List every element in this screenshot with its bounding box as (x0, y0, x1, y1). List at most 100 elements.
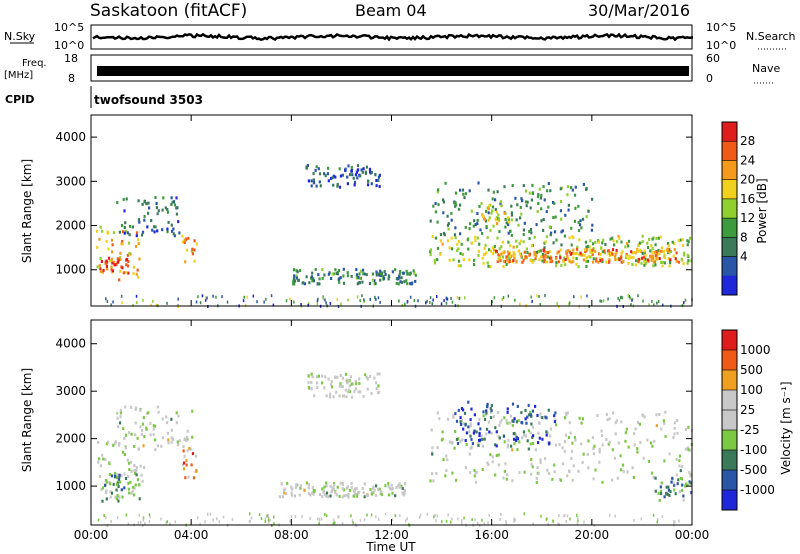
velocity-cell (118, 495, 121, 499)
velocity-cell (547, 408, 550, 412)
power-cell (505, 221, 508, 225)
power-ground-cell (630, 303, 632, 307)
power-cell (310, 184, 313, 188)
velocity-cell (341, 487, 344, 491)
velocity-cell (571, 478, 574, 482)
velocity-cell (327, 495, 330, 499)
velocity-cell (636, 450, 639, 454)
velocity-cell (664, 435, 667, 438)
velocity-cell (527, 413, 530, 417)
power-cell (185, 248, 189, 252)
power-cell (365, 165, 368, 169)
power-cell (154, 225, 157, 229)
velocity-cell (492, 415, 496, 419)
velocity-cell (124, 405, 127, 409)
velocity-cell (140, 473, 143, 477)
power-cell (474, 239, 477, 243)
velocity-cell (401, 486, 404, 490)
power-cell (536, 210, 539, 214)
velocity-cell (117, 477, 120, 481)
power-ground-cell (558, 305, 560, 309)
power-cell (292, 276, 296, 280)
velocity-cell (280, 482, 283, 486)
velocity-cell (451, 471, 454, 475)
power-cell (483, 217, 486, 221)
velocity-cell (532, 442, 535, 445)
power-cell (625, 254, 628, 258)
velocity-cell (511, 402, 515, 406)
velocity-cell (462, 422, 465, 426)
velocity-ground-cell (250, 516, 253, 520)
velocity-cell (387, 481, 390, 485)
power-cell (654, 254, 657, 257)
velocity-cell (177, 414, 180, 418)
velocity-cell (482, 410, 485, 414)
velocity-cell (489, 407, 492, 411)
velocity-cell (491, 455, 494, 459)
power-cell (102, 268, 105, 272)
power-cell (497, 217, 500, 221)
velocity-cell (485, 432, 488, 436)
velocity-cell (620, 420, 623, 424)
power-cell (476, 212, 479, 215)
velocity-cell (186, 449, 189, 453)
power-cell (516, 203, 519, 207)
power-cell (543, 198, 546, 202)
velocity-cell (561, 446, 564, 450)
velocity-cell (467, 425, 470, 429)
power-cell (643, 263, 646, 267)
power-cell (108, 259, 111, 263)
velocity-cell (283, 491, 286, 495)
power-cell (510, 211, 513, 215)
power-cell (136, 238, 140, 242)
power-cell (162, 196, 165, 200)
power-cell (387, 277, 390, 281)
colorbar-swatch (722, 275, 737, 296)
velocity-cell (350, 485, 353, 489)
velocity-cell (457, 437, 460, 441)
power-cell (341, 173, 344, 177)
velocity-cell (547, 472, 551, 476)
velocity-cell (290, 491, 293, 495)
power-cell (480, 202, 483, 206)
power-cell (446, 223, 450, 227)
nsky-line (92, 32, 694, 42)
power-cell (557, 260, 560, 264)
power-cell (503, 185, 506, 189)
power-cell (598, 257, 602, 261)
power-cell (488, 204, 491, 207)
velocity-cell (136, 436, 139, 440)
velocity-cell (123, 486, 126, 490)
velocity-cell (485, 427, 489, 431)
power-cell (105, 261, 108, 265)
power-cell (356, 164, 360, 168)
power-cell (594, 249, 597, 253)
velocity-cell (679, 469, 682, 473)
velocity-cell (529, 431, 532, 435)
power-cell (141, 202, 144, 206)
velocity-ground-cell (614, 514, 617, 518)
power-cell (339, 276, 342, 280)
velocity-cell (544, 457, 547, 461)
power-cell (151, 228, 154, 232)
velocity-cell (316, 375, 319, 379)
velocity-cell (571, 441, 574, 445)
velocity-cell (183, 467, 186, 471)
power-cell (170, 223, 173, 227)
velocity-cell (464, 439, 467, 442)
power-cell (379, 269, 382, 273)
power-heatmap (96, 164, 693, 309)
velocity-cell (104, 483, 107, 487)
velocity-ground-cell (148, 519, 151, 523)
velocity-cell (459, 420, 462, 424)
velocity-cell (506, 421, 509, 425)
power-cell (507, 254, 510, 258)
power-cell (513, 256, 516, 260)
power-cell (143, 215, 146, 218)
power-cell (552, 216, 555, 220)
power-cell (526, 251, 529, 254)
power-cell (518, 252, 522, 256)
velocity-ground-cell (127, 522, 130, 526)
power-cell (121, 266, 124, 270)
velocity-ground-cell (450, 520, 452, 524)
